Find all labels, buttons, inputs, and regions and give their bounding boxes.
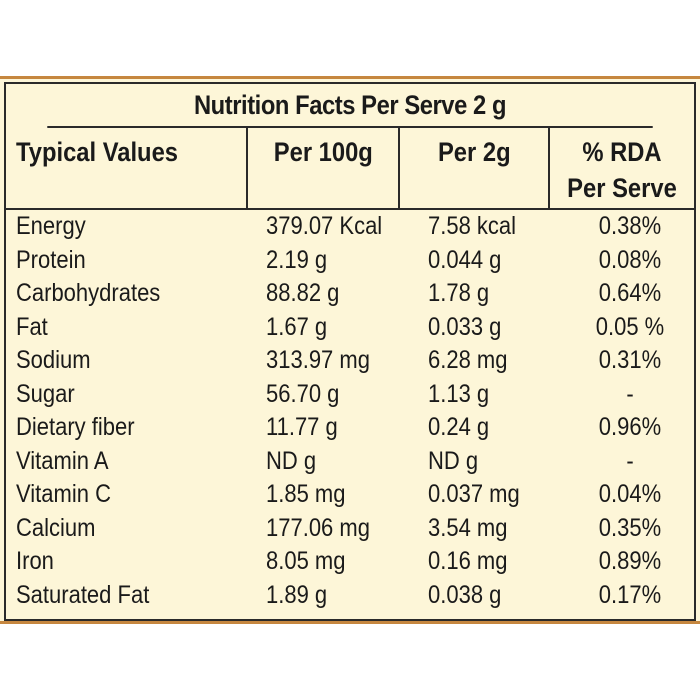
value-rda: 0.35%	[598, 513, 662, 542]
value-per-100g: 1.67 g	[266, 312, 328, 341]
header-per-100g: Per 100g	[248, 128, 400, 208]
nutrient-name: Dietary fiber	[16, 413, 135, 441]
value-per-2g: 7.58 kcal	[428, 212, 517, 240]
nutrient-name: Saturated Fat	[16, 580, 150, 609]
value-rda: 0.96%	[598, 413, 662, 441]
nutrition-table: Nutrition Facts Per Serve 2 g Typical Va…	[4, 82, 696, 621]
nutrient-name: Energy	[16, 212, 86, 240]
table-header-row: Typical Values Per 100g Per 2g % RDA Per…	[6, 128, 694, 210]
value-per-100g: 1.89 g	[266, 580, 328, 609]
table-row: Sodium 313.97 mg 6.28 mg 0.31%	[6, 344, 694, 378]
value-per-2g: 0.038 g	[428, 580, 502, 609]
nutrient-name: Carbohydrates	[16, 279, 161, 307]
value-per-100g: 1.85 mg	[266, 480, 346, 508]
value-per-2g: 1.78 g	[428, 279, 490, 307]
value-rda: 0.64%	[598, 279, 662, 307]
value-per-2g: 0.037 mg	[428, 480, 520, 508]
value-rda: 0.89%	[598, 547, 662, 575]
table-row: Carbohydrates 88.82 g 1.78 g 0.64%	[6, 277, 694, 311]
value-per-100g: 56.70 g	[266, 379, 340, 408]
nutrition-label-panel: Nutrition Facts Per Serve 2 g Typical Va…	[0, 76, 700, 624]
nutrient-name: Sodium	[16, 346, 91, 374]
table-body: Energy 379.07 Kcal 7.58 kcal 0.38% Protein 2.…	[6, 210, 694, 612]
value-rda: 0.31%	[598, 346, 662, 374]
table-row: Saturated Fat 1.89 g 0.038 g 0.17%	[6, 579, 694, 613]
value-rda: -	[626, 446, 634, 475]
table-row: Fat 1.67 g 0.033 g 0.05 %	[6, 311, 694, 345]
value-per-2g: 0.16 mg	[428, 547, 508, 575]
value-per-100g: 177.06 mg	[266, 513, 370, 542]
nutrient-name: Fat	[16, 312, 48, 341]
value-per-2g: ND g	[428, 446, 479, 475]
value-per-100g: 8.05 mg	[266, 547, 346, 575]
nutrient-name: Calcium	[16, 513, 96, 542]
table-row: Calcium 177.06 mg 3.54 mg 0.35%	[6, 512, 694, 546]
header-per-2g: Per 2g	[400, 128, 550, 208]
table-row: Energy 379.07 Kcal 7.58 kcal 0.38%	[6, 210, 694, 244]
header-rda-line2: Per Serve	[567, 173, 677, 203]
value-per-100g: 2.19 g	[266, 245, 328, 274]
value-per-2g: 6.28 mg	[428, 346, 508, 374]
nutrient-name: Vitamin A	[16, 446, 109, 475]
nutrient-name: Vitamin C	[16, 480, 111, 508]
table-row: Sugar 56.70 g 1.13 g -	[6, 378, 694, 412]
table-row: Vitamin A ND g ND g -	[6, 445, 694, 479]
value-rda: 0.08%	[598, 245, 662, 274]
value-per-2g: 3.54 mg	[428, 513, 508, 542]
nutrient-name: Sugar	[16, 379, 75, 408]
table-row: Protein 2.19 g 0.044 g 0.08%	[6, 244, 694, 278]
value-per-2g: 0.044 g	[428, 245, 502, 274]
value-per-100g: 88.82 g	[266, 279, 340, 307]
value-rda: 0.38%	[598, 212, 662, 240]
value-per-2g: 1.13 g	[428, 379, 490, 408]
value-rda: 0.04%	[598, 480, 662, 508]
value-per-2g: 0.24 g	[428, 413, 490, 441]
table-row: Vitamin C 1.85 mg 0.037 mg 0.04%	[6, 478, 694, 512]
nutrient-name: Iron	[16, 547, 54, 575]
header-rda-line1: % RDA	[582, 137, 662, 167]
header-typical-values: Typical Values	[6, 128, 248, 208]
header-rda-per-serve: % RDA Per Serve	[550, 128, 694, 208]
value-rda: 0.05 %	[595, 312, 665, 341]
nutrient-name: Protein	[16, 245, 86, 274]
value-per-100g: 11.77 g	[266, 413, 338, 441]
value-per-100g: 313.97 mg	[266, 346, 370, 374]
value-rda: -	[626, 379, 634, 408]
value-per-100g: 379.07 Kcal	[266, 212, 383, 240]
value-per-2g: 0.033 g	[428, 312, 502, 341]
table-row: Dietary fiber 11.77 g 0.24 g 0.96%	[6, 411, 694, 445]
value-rda: 0.17%	[598, 580, 662, 609]
table-row: Iron 8.05 mg 0.16 mg 0.89%	[6, 545, 694, 579]
table-title: Nutrition Facts Per Serve 2 g	[47, 84, 653, 128]
value-per-100g: ND g	[266, 446, 317, 475]
